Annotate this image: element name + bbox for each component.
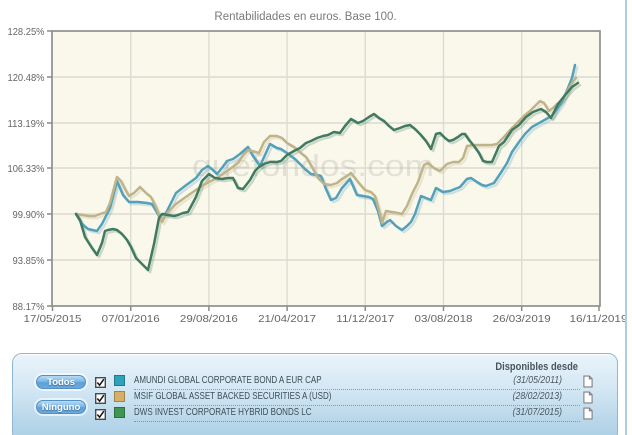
svg-text:128.25%: 128.25%	[8, 26, 45, 38]
svg-text:93.85%: 93.85%	[13, 255, 45, 267]
svg-text:29/08/2016: 29/08/2016	[180, 313, 238, 325]
svg-text:16/11/2019: 16/11/2019	[570, 313, 628, 325]
svg-text:07/01/2016: 07/01/2016	[102, 313, 160, 325]
svg-text:88.17%: 88.17%	[13, 301, 45, 313]
svg-text:120.48%: 120.48%	[8, 72, 45, 84]
svg-text:99.90%: 99.90%	[13, 209, 45, 221]
svg-text:11/12/2017: 11/12/2017	[336, 313, 394, 325]
svg-text:21/04/2017: 21/04/2017	[258, 313, 316, 325]
svg-text:26/03/2019: 26/03/2019	[493, 313, 551, 325]
svg-text:113.19%: 113.19%	[8, 118, 45, 130]
svg-text:17/05/2015: 17/05/2015	[24, 313, 82, 325]
svg-text:106.33%: 106.33%	[8, 163, 45, 175]
svg-text:03/08/2018: 03/08/2018	[415, 313, 473, 325]
